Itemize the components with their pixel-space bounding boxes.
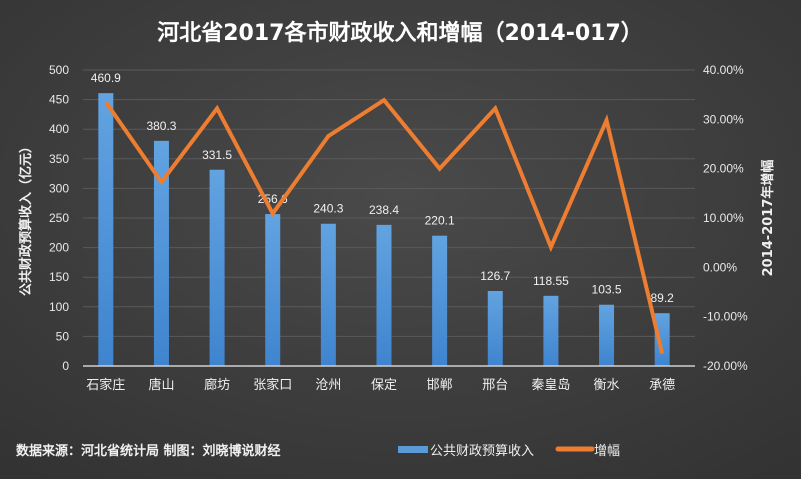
y2-tick-label: 10.00%	[703, 211, 744, 225]
y2-tick-label: 30.00%	[703, 112, 744, 126]
y-tick-label: 250	[49, 211, 69, 225]
y2-tick-label: 20.00%	[703, 162, 744, 176]
bar	[599, 304, 615, 366]
bar	[543, 295, 559, 366]
bar	[320, 223, 336, 366]
x-tick-label: 张家口	[253, 377, 292, 393]
bar-data-label: 103.5	[592, 283, 622, 297]
x-tick-label: 承德	[649, 378, 675, 393]
bar	[376, 224, 392, 366]
bar	[98, 93, 114, 366]
legend: 公共财政预算收入 增幅	[398, 444, 620, 459]
x-tick-label: 衡水	[594, 378, 620, 393]
y2-tick-label: 0.00%	[703, 260, 737, 274]
y-tick-label: 100	[49, 300, 69, 314]
y-tick-label: 500	[49, 63, 69, 77]
x-tick-label: 秦皇岛	[531, 377, 570, 393]
y-axis-label: 公共财政预算收入（亿元）	[18, 140, 34, 296]
x-tick-label: 邢台	[482, 378, 508, 393]
y-tick-label: 350	[49, 152, 69, 166]
bar-data-label: 380.3	[146, 119, 176, 133]
y-tick-label: 400	[49, 122, 69, 136]
bar-data-label: 89.2	[651, 291, 675, 305]
legend-label-bar: 公共财政预算收入	[430, 444, 534, 459]
x-tick-label: 石家庄	[86, 377, 125, 393]
legend-label-line: 增幅	[594, 444, 620, 459]
y-tick-label: 0	[62, 359, 69, 373]
chart-title: 河北省2017各市财政收入和增幅（2014-017）	[157, 20, 643, 46]
x-tick-label: 保定	[371, 378, 397, 393]
y-tick-label: 50	[56, 329, 70, 343]
bar	[432, 235, 448, 366]
y2-axis-label: 2014-2017年增幅	[760, 160, 776, 277]
bar	[153, 140, 169, 366]
y-tick-label: 450	[49, 93, 69, 107]
x-tick-label: 沧州	[315, 377, 341, 393]
bar	[265, 214, 281, 366]
bar-data-label: 331.5	[202, 148, 232, 162]
y2-tick-label: -10.00%	[703, 310, 748, 324]
bar	[654, 313, 670, 366]
bar-data-label: 238.4	[369, 203, 399, 217]
y-tick-label: 300	[49, 181, 69, 195]
y-tick-label: 200	[49, 241, 69, 255]
source-note: 数据来源：河北省统计局 制图：刘晓博说财经	[16, 443, 281, 459]
y2-tick-label: 40.00%	[703, 63, 744, 77]
x-tick-label: 邯郸	[427, 378, 453, 393]
bar-data-label: 460.9	[91, 71, 121, 85]
y-tick-label: 150	[49, 270, 69, 284]
legend-swatch-bar	[398, 446, 428, 453]
bar	[487, 290, 503, 366]
bar	[209, 169, 225, 366]
bar-data-label: 220.1	[425, 214, 455, 228]
bar-data-label: 118.55	[533, 274, 569, 288]
y2-tick-label: -20.00%	[703, 359, 748, 373]
bar-data-label: 240.3	[313, 202, 343, 216]
bar-data-label: 126.7	[480, 269, 510, 283]
x-tick-label: 廊坊	[204, 377, 230, 393]
x-tick-label: 唐山	[148, 377, 174, 393]
